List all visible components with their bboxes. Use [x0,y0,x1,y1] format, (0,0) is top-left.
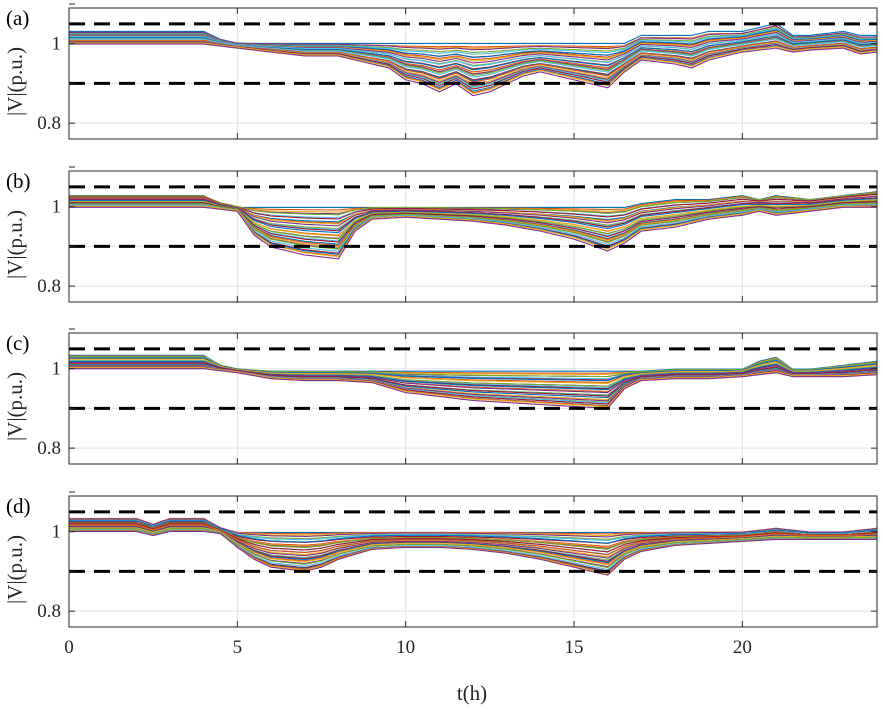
voltage-series-line [69,530,877,576]
panel-label: (c) [6,331,29,355]
x-tick-label: 20 [733,637,752,658]
voltage-series-line [69,33,877,67]
voltage-series-line [69,199,877,240]
y-tick-label: 1 [52,359,62,380]
x-tick-label: 5 [233,637,243,658]
voltage-series-line [69,31,877,64]
panel-2: 0.8 1 (b) |V|(p.u.) [3,166,878,303]
panel-3: 0.8 1 (c) |V|(p.u.) [3,328,878,465]
voltage-series-line [69,195,877,227]
voltage-series-line [69,35,877,71]
voltage-series-line [69,195,877,225]
y-tick-label: 0.8 [37,276,61,297]
voltage-series-line [69,31,877,62]
voltage-series-line [69,202,877,250]
panel-4: 0.8 1 (d) |V|(p.u.) [3,491,878,628]
voltage-series-line [69,193,877,220]
voltage-series-line [69,200,877,243]
axes-box [68,7,878,140]
voltage-series-line [69,25,877,51]
axes-box [68,495,878,628]
voltage-series-line [69,204,877,252]
voltage-series-line [69,368,877,409]
voltage-series-line [69,22,877,44]
y-tick-label: 1 [52,522,62,543]
voltage-series-line [69,520,877,544]
voltage-series-line [69,357,877,382]
voltage-series-line [69,358,877,385]
x-tick-label: 0 [64,637,74,658]
y-tick-label: 1 [52,197,62,218]
voltage-series-line [69,205,877,258]
voltage-series-line [69,529,877,571]
axes-box [68,170,878,303]
y-tick-label: 0.8 [37,113,61,134]
y-axis-label: |V|(p.u.) [3,372,27,441]
y-tick-label: 0.8 [37,601,61,622]
voltage-series-line [69,524,877,556]
voltage-series-line [69,197,877,232]
voltage-series-line [69,39,877,83]
voltage-series-line [69,523,877,553]
voltage-series-line [69,528,877,569]
voltage-series-line [69,206,877,260]
voltage-series-line [69,198,877,234]
voltage-series-line [69,356,877,378]
series-group [69,191,877,260]
y-axis-label: |V|(p.u.) [3,47,27,116]
series-group [69,22,877,97]
voltage-series-line [69,363,877,397]
series-group [69,517,877,576]
axes-box [68,332,878,465]
panel-label: (d) [6,494,31,518]
voltage-series-line [69,518,877,538]
panel-label: (b) [6,169,31,193]
panel-1: 0.8 1 (a) |V|(p.u.) [3,3,878,140]
panel-label: (a) [6,6,29,30]
y-axis-label: |V|(p.u.) [3,210,27,279]
voltage-series-line [69,43,877,97]
voltage-series-line [69,367,877,408]
x-axis: 0 5 10 15 20 [64,637,752,658]
x-tick-label: 10 [396,637,415,658]
y-tick-label: 1 [52,34,62,55]
x-axis-label: t(h) [457,681,487,705]
y-axis-label: |V|(p.u.) [3,535,27,604]
x-tick-label: 15 [565,637,584,658]
voltage-series-line [69,42,877,95]
voltage-series-line [69,192,877,216]
voltage-series-line [69,527,877,566]
voltage-series-line [69,38,877,78]
series-group [69,354,877,409]
y-tick-label: 0.8 [37,438,61,459]
voltage-series-line [69,29,877,59]
voltage-series-line [69,41,877,90]
voltage-series-line [69,361,877,394]
